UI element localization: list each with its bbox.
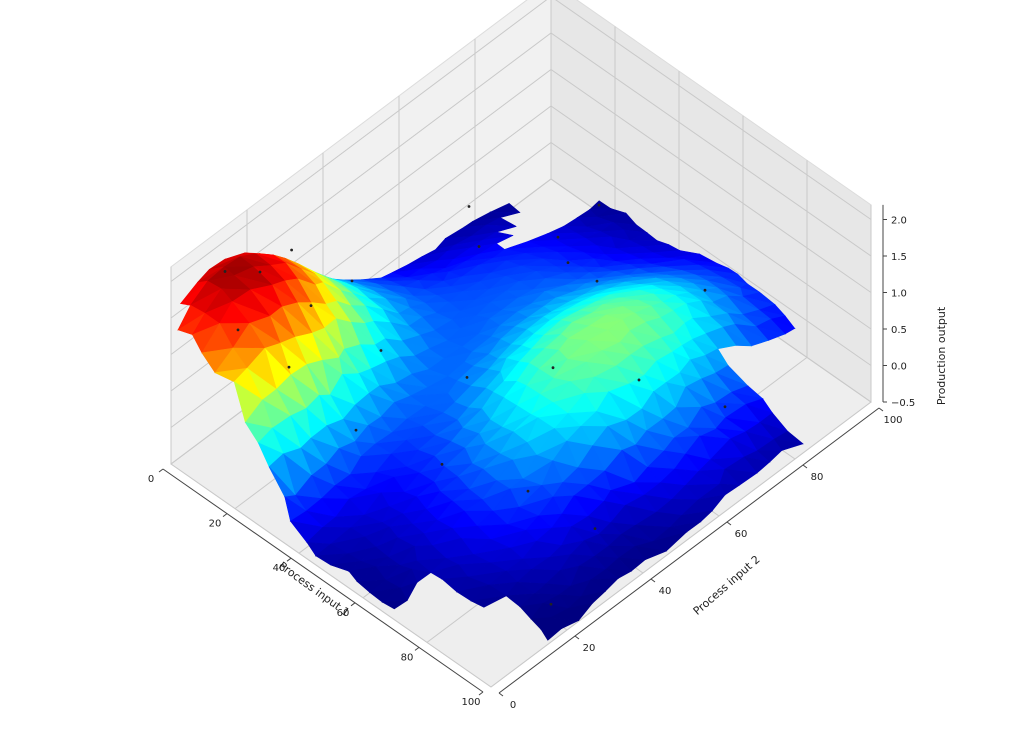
y-tick-label: 40 (659, 586, 672, 597)
y-tick-label: 100 (883, 415, 902, 426)
x-tick-mark (350, 602, 356, 607)
data-point (236, 328, 240, 332)
z-tick-label: −0.5 (891, 398, 915, 409)
surface-facet (540, 628, 563, 641)
z-tick-label: 0.0 (891, 362, 907, 373)
y-tick-label: 80 (811, 472, 824, 483)
data-point (290, 248, 293, 252)
x-tick-mark (478, 691, 484, 696)
data-point (287, 365, 291, 369)
y-tick-mark (878, 407, 884, 412)
z-tick-label: 0.5 (891, 325, 907, 336)
y-axis-label: Process input 2 (691, 553, 763, 618)
z-tick-label: 1.0 (891, 289, 907, 300)
x-tick-label: 0 (148, 474, 154, 485)
y-tick-mark (726, 521, 732, 526)
data-point (723, 405, 727, 409)
x-axis-line (162, 468, 484, 693)
data-point (467, 205, 471, 208)
data-point (549, 602, 553, 606)
surface-mesh (177, 200, 805, 641)
data-point (551, 366, 555, 370)
data-point (379, 349, 383, 352)
data-point (477, 245, 481, 248)
x-tick-mark (222, 513, 228, 517)
y-tick-label: 0 (510, 700, 516, 711)
x-tick-label: 80 (401, 652, 414, 663)
x-tick-label: 40 (273, 563, 286, 574)
z-axis-label: Production output (935, 306, 948, 405)
data-point (637, 378, 641, 382)
y-tick-label: 60 (735, 529, 748, 540)
surface-facet (470, 595, 507, 608)
x-tick-label: 20 (209, 519, 222, 530)
z-tick-label: 1.5 (891, 252, 907, 263)
gridline-y (170, 463, 492, 688)
data-point (440, 462, 444, 466)
x-tick-label: 100 (461, 697, 480, 708)
data-point (258, 270, 262, 274)
data-point (597, 203, 601, 207)
y-tick-mark (802, 464, 808, 469)
data-point (593, 527, 597, 530)
data-point (223, 270, 227, 273)
y-axis-line (498, 407, 880, 694)
gridline-z (170, 0, 872, 282)
data-point (595, 279, 599, 283)
data-point (350, 279, 354, 283)
gridline-z (170, 68, 872, 355)
x-tick-mark (158, 468, 164, 473)
y-tick-label: 20 (583, 643, 596, 654)
axis-ticks: 0 20 40 60 80 100 0 20 40 60 80 100 −0.5 0.0 0.5 1.0 1.5… (148, 204, 915, 711)
x-tick-label: 60 (337, 608, 350, 619)
data-point (526, 489, 530, 493)
y-tick-mark (498, 692, 504, 697)
y-tick-mark (650, 578, 656, 583)
data-point (309, 304, 313, 307)
data-points (223, 203, 727, 606)
data-point (566, 261, 570, 264)
data-point (556, 235, 560, 239)
x-tick-mark (286, 557, 292, 562)
surface-facet (381, 600, 408, 610)
data-point (703, 288, 707, 292)
gridline-z (170, 32, 872, 319)
data-point (465, 375, 469, 379)
y-tick-mark (574, 635, 580, 640)
data-point (354, 428, 358, 432)
x-tick-mark (414, 647, 420, 651)
z-tick-label: 2.0 (891, 216, 907, 227)
